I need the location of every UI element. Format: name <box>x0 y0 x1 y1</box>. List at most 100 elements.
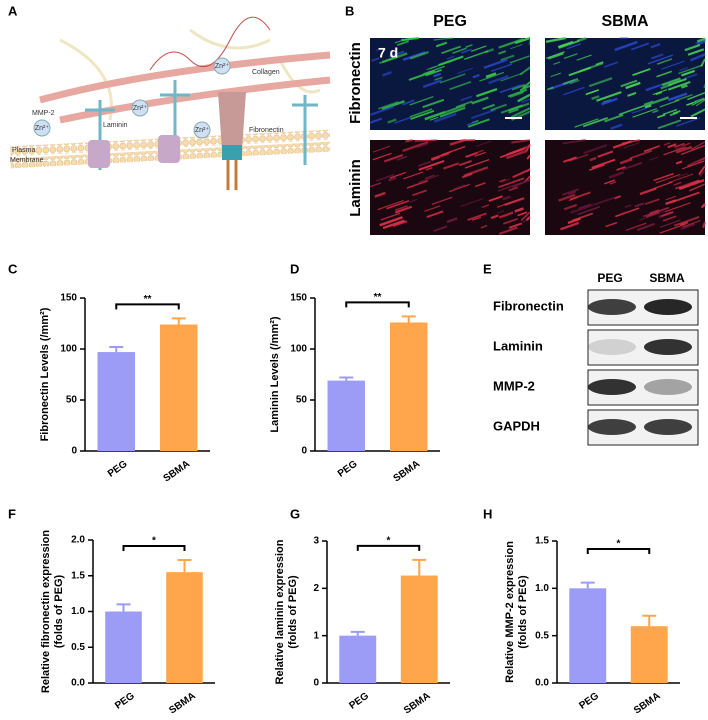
fiber <box>550 72 562 78</box>
fiber <box>588 77 613 88</box>
fiber <box>424 205 441 212</box>
fiber <box>500 104 523 114</box>
row-label: MMP-2 <box>493 378 535 393</box>
fiber <box>625 81 641 90</box>
band <box>644 299 692 315</box>
fiber <box>507 89 528 98</box>
fiber <box>387 118 397 124</box>
fiber <box>659 219 681 228</box>
fiber <box>667 81 691 91</box>
fiber <box>526 168 531 173</box>
x-tick-label: SBMA <box>162 459 192 485</box>
fiber <box>675 145 693 154</box>
fiber <box>545 51 565 59</box>
fiber <box>433 225 448 232</box>
fiber <box>652 89 668 96</box>
fiber <box>680 182 690 187</box>
row-label: GAPDH <box>493 418 540 433</box>
fiber <box>521 98 531 104</box>
fiber <box>431 152 450 161</box>
fiber <box>621 161 643 171</box>
label-laminin: Laminin <box>103 122 128 129</box>
y-tick-label: 0.0 <box>71 678 85 689</box>
fiber <box>422 79 442 89</box>
fiber <box>502 195 511 201</box>
fiber <box>372 152 392 161</box>
fiber <box>453 184 466 190</box>
fiber <box>700 203 706 209</box>
micrograph-texture <box>545 36 707 130</box>
fiber <box>506 149 528 160</box>
fiber <box>449 183 470 193</box>
error-bar <box>109 345 124 353</box>
fiber <box>499 178 506 183</box>
fiber <box>684 43 701 52</box>
fiber <box>653 172 674 182</box>
fiber <box>381 100 405 111</box>
fiber <box>522 81 531 90</box>
integrin <box>226 160 238 190</box>
x-tick-label: PEG <box>577 690 601 711</box>
fiber <box>649 209 660 215</box>
fiber <box>545 36 567 43</box>
error-bar <box>177 559 192 573</box>
fiber <box>612 140 632 149</box>
fiber <box>645 83 661 92</box>
fiber <box>618 104 645 116</box>
fiber <box>659 99 680 108</box>
x-tick-label: SBMA <box>402 691 432 717</box>
fiber <box>506 149 519 156</box>
fiber <box>687 102 694 106</box>
fiber <box>695 99 706 107</box>
fiber <box>619 157 633 165</box>
fibronectin-base <box>222 145 242 160</box>
significance-label: * <box>152 536 156 547</box>
fiber <box>439 106 466 118</box>
fiber <box>409 199 418 203</box>
fiber <box>650 43 661 49</box>
row-label: Fibronectin <box>347 42 364 124</box>
fiber <box>426 210 444 218</box>
fiber <box>689 53 706 62</box>
fiber <box>569 79 580 85</box>
fiber <box>560 221 580 231</box>
fiber <box>474 151 486 157</box>
fiber <box>490 214 499 220</box>
label-mmp: MMP-2 <box>32 110 55 117</box>
fiber <box>547 52 564 60</box>
fiber <box>663 146 687 156</box>
y-tick-label: 1 <box>313 630 319 641</box>
fiber <box>369 182 382 188</box>
fiber <box>563 156 577 163</box>
fiber <box>479 71 505 82</box>
time-label: 7 d <box>378 45 398 61</box>
fiber <box>553 61 561 65</box>
fiber <box>431 196 453 206</box>
fiber <box>509 91 524 99</box>
fiber <box>490 63 513 73</box>
x-tick-label: SBMA <box>632 691 662 717</box>
fiber <box>499 84 522 94</box>
fiber <box>511 178 531 189</box>
fiber <box>593 196 616 206</box>
bar-chart: G 0 1 2 3 Relative laminin expression (folds o… <box>274 506 450 717</box>
fiber <box>683 73 698 80</box>
fiber <box>651 53 664 60</box>
panel-label: H <box>483 506 492 521</box>
fiber <box>467 118 490 128</box>
fiber <box>597 150 614 158</box>
y-axis-label: Relative fibronectin expression <box>40 530 52 693</box>
fiber <box>510 107 531 119</box>
ion-label: Zn²⁺ <box>35 125 50 132</box>
panel-b: B PEG SBMA Fibronectin Laminin 7 d <box>345 3 707 235</box>
fiber <box>466 120 477 126</box>
fiber <box>504 197 525 207</box>
fiber <box>498 50 507 55</box>
fiber <box>687 48 705 56</box>
fiber <box>639 187 657 196</box>
panel-e: E PEG SBMA Fibronectin Laminin MMP-2 GAPDH <box>483 261 699 446</box>
label-membrane: Plasma <box>12 147 35 154</box>
fiber <box>476 140 492 147</box>
fiber <box>371 57 380 62</box>
